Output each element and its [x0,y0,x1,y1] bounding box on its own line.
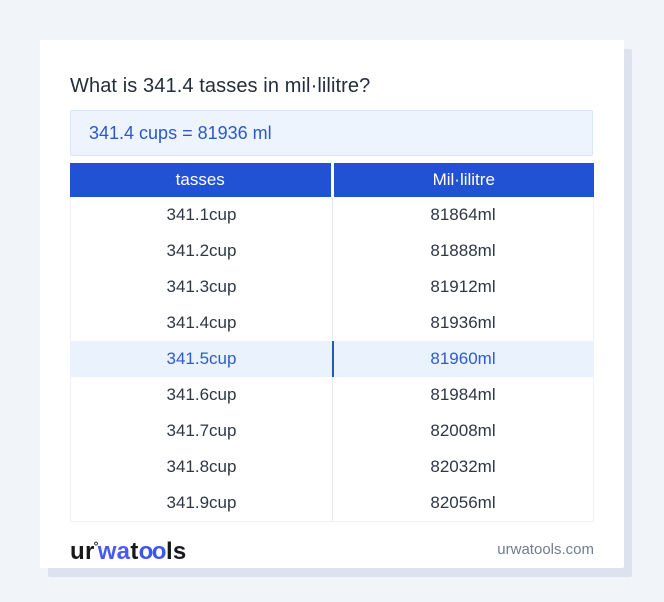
table-row[interactable]: 341.2cup 81888ml [71,233,593,269]
cell-millilitre: 81960ml [332,341,592,377]
cell-millilitre: 81936ml [332,305,593,341]
cell-millilitre: 81864ml [332,197,593,233]
cell-tasses: 341.1cup [166,205,237,224]
cell-tasses: 341.4cup [166,313,237,332]
logo-text-t: t [130,538,139,565]
column-header-tasses: tasses [70,163,331,197]
logo-degree-mark: ° [93,539,99,553]
page-title: What is 341.4 tasses in mil·lilitre? [70,75,371,97]
table-row[interactable]: 341.7cup 82008ml [71,413,593,449]
table-row[interactable]: 341.5cup 81960ml [71,341,593,377]
card-footer: ur°watools urwatools.com [70,531,594,567]
cell-tasses: 341.7cup [166,421,237,440]
logo-text-ls: ls [165,538,187,565]
cell-millilitre: 81912ml [332,269,593,305]
converter-card: What is 341.4 tasses in mil·lilitre? 341… [40,40,624,568]
cell-tasses: 341.9cup [166,493,237,512]
table-row[interactable]: 341.1cup 81864ml [71,197,593,233]
cell-millilitre: 81888ml [332,233,593,269]
logo-text-wa: wa [97,538,131,565]
cell-tasses: 341.2cup [166,241,237,260]
cell-tasses: 341.5cup [166,349,237,368]
cell-millilitre: 81984ml [332,377,593,413]
logo-text-ur: ur [70,538,95,565]
column-header-millilitre: Mil·lilitre [333,163,594,197]
cell-millilitre: 82056ml [332,485,593,521]
table-row[interactable]: 341.6cup 81984ml [71,377,593,413]
cell-millilitre: 82008ml [332,413,593,449]
conversion-answer-box: 341.4 cups = 81936 ml [70,110,593,156]
table-header-row: tasses Mil·lilitre [70,163,594,197]
site-domain-text: urwatools.com [497,540,594,558]
table-row[interactable]: 341.3cup 81912ml [71,269,593,305]
urwatools-logo[interactable]: ur°watools [70,531,187,567]
table-row[interactable]: 341.4cup 81936ml [71,305,593,341]
cell-millilitre: 82032ml [332,449,593,485]
cell-tasses: 341.6cup [166,385,237,404]
conversion-table: tasses Mil·lilitre 341.1cup 81864ml 341.… [70,163,594,522]
table-row[interactable]: 341.8cup 82032ml [71,449,593,485]
conversion-answer-text: 341.4 cups = 81936 ml [89,122,272,143]
cell-tasses: 341.3cup [166,277,237,296]
table-body: 341.1cup 81864ml 341.2cup 81888ml 341.3c… [70,197,594,522]
table-row[interactable]: 341.9cup 82056ml [71,485,593,521]
cell-tasses: 341.8cup [166,457,237,476]
logo-glasses-oo: oo [138,538,167,565]
